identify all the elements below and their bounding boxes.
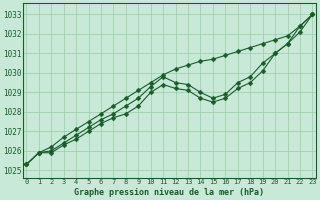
X-axis label: Graphe pression niveau de la mer (hPa): Graphe pression niveau de la mer (hPa) [74, 188, 264, 197]
